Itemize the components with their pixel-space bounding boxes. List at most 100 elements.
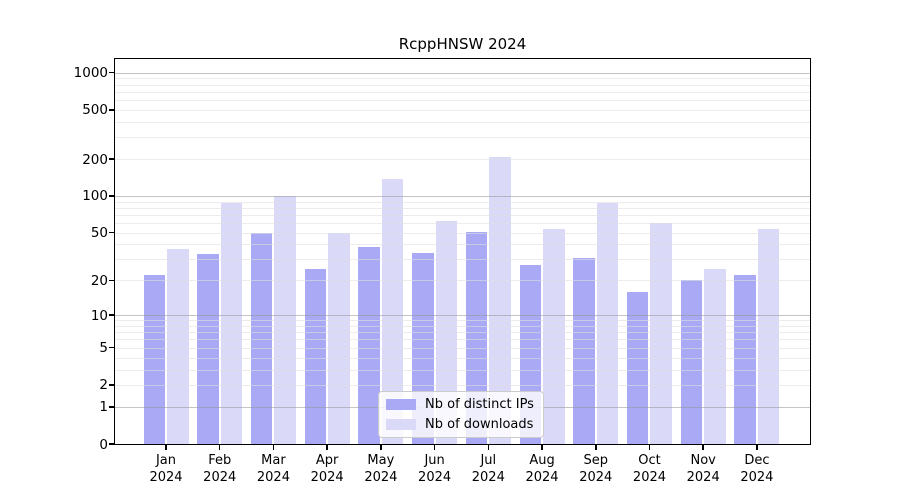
x-tick-label-jun: Jun 2024 [418,453,452,485]
x-tick-label-jan: Jan 2024 [149,453,183,485]
gridline-minor [115,207,810,209]
gridline-minor [115,320,810,322]
x-tick-label-feb: Feb 2024 [203,453,237,485]
gridline-minor [115,214,810,216]
x-tick-mark [326,444,328,450]
gridline-minor [115,159,810,160]
legend-swatch-downloads [386,419,416,431]
bar-downloads-jul [489,157,511,444]
y-tick-mark [109,406,115,408]
gridline-minor [115,223,810,225]
y-tick-label: 2 [99,377,108,394]
legend-label-ips: Nb of distinct IPs [425,396,534,412]
y-tick-mark [109,231,115,234]
x-tick-mark [380,444,382,450]
gridline-minor [115,369,810,371]
y-tick-label: 10 [90,307,108,324]
gridline-minor [115,121,810,123]
gridline-minor [115,280,810,282]
x-tick-label-sep: Sep 2024 [579,453,613,485]
gridline-minor [115,357,810,359]
bar-downloads-dec [757,228,780,444]
y-tick-label: 200 [82,151,108,168]
y-tick-mark [109,195,115,197]
bar-downloads-feb [220,203,243,444]
bar-ips-mar [250,232,273,444]
y-tick-mark [109,384,115,386]
x-tick-mark [702,444,704,450]
x-tick-label-nov: Nov 2024 [686,453,720,485]
y-tick-mark [109,346,115,349]
gridline-minor [115,244,810,246]
bar-downloads-oct [650,223,672,444]
bar-downloads-aug [543,228,565,444]
bar-downloads-sep [596,202,619,444]
y-tick-mark [109,314,115,316]
x-tick-label-mar: Mar 2024 [256,453,290,485]
bar-ips-may [358,247,380,444]
x-tick-mark [756,444,758,450]
gridline-minor [115,109,810,111]
x-tick-mark [218,444,221,450]
x-tick-label-aug: Aug 2024 [525,453,559,485]
legend: Nb of distinct IPs Nb of downloads [378,391,544,438]
x-tick-label-oct: Oct 2024 [632,453,667,485]
bar-ips-feb [197,254,219,444]
gridline-minor [115,332,810,334]
legend-swatch-ips [386,398,416,410]
y-tick-mark [109,158,115,160]
gridline-minor [115,100,810,102]
bar-ips-sep [573,257,595,444]
y-tick-label: 100 [82,188,108,205]
x-tick-label-apr: Apr 2024 [310,453,344,485]
gridline-minor [115,201,810,203]
x-tick-mark [165,444,167,450]
bar-ips-nov [680,280,703,444]
x-tick-mark [272,444,275,450]
y-tick-label: 50 [90,225,108,242]
y-tick-mark [109,443,115,445]
bar-downloads-mar [274,195,296,444]
gridline-minor [115,84,810,86]
bar-ips-jul [465,231,488,444]
gridline-minor [115,339,810,341]
y-tick-label: 1 [99,399,108,416]
x-tick-label-may: May 2024 [364,453,398,485]
legend-item-downloads: Nb of downloads [386,417,536,434]
bar-downloads-jun [435,220,458,444]
legend-label-downloads: Nb of downloads [425,417,534,433]
chart-title: RcppHNSW 2024 [398,35,527,53]
y-tick-label: 500 [82,102,108,119]
bar-ips-apr [304,268,327,444]
y-tick-label: 20 [90,272,108,289]
y-tick-mark [109,71,115,74]
x-tick-label-jul: Jul 2024 [471,453,505,485]
gridline-minor [115,325,810,327]
bar-downloads-jan [167,248,189,444]
y-tick-label: 1000 [73,65,108,82]
x-tick-mark [433,444,436,450]
gridline-minor [115,384,810,386]
x-tick-mark [648,444,651,450]
y-tick-label: 5 [99,340,108,357]
y-tick-label: 0 [99,436,108,453]
x-tick-mark [487,444,490,450]
gridline-major [115,195,810,197]
bar-ips-jan [143,275,165,444]
x-tick-mark [595,444,597,450]
legend-item-distinct-ips: Nb of distinct IPs [386,396,536,413]
x-tick-mark [541,444,543,450]
gridline-minor [115,137,810,139]
bar-ips-dec [734,275,756,444]
y-tick-mark [109,109,115,111]
bar-downloads-apr [328,232,350,444]
x-tick-label-dec: Dec 2024 [740,453,774,485]
gridline-minor [115,232,810,234]
gridline-major [115,315,810,317]
gridline-minor [115,259,810,261]
bar-downloads-nov [704,268,726,444]
bar-ips-oct [626,291,649,444]
gridline-minor [115,78,810,80]
gridline-major [115,72,810,74]
